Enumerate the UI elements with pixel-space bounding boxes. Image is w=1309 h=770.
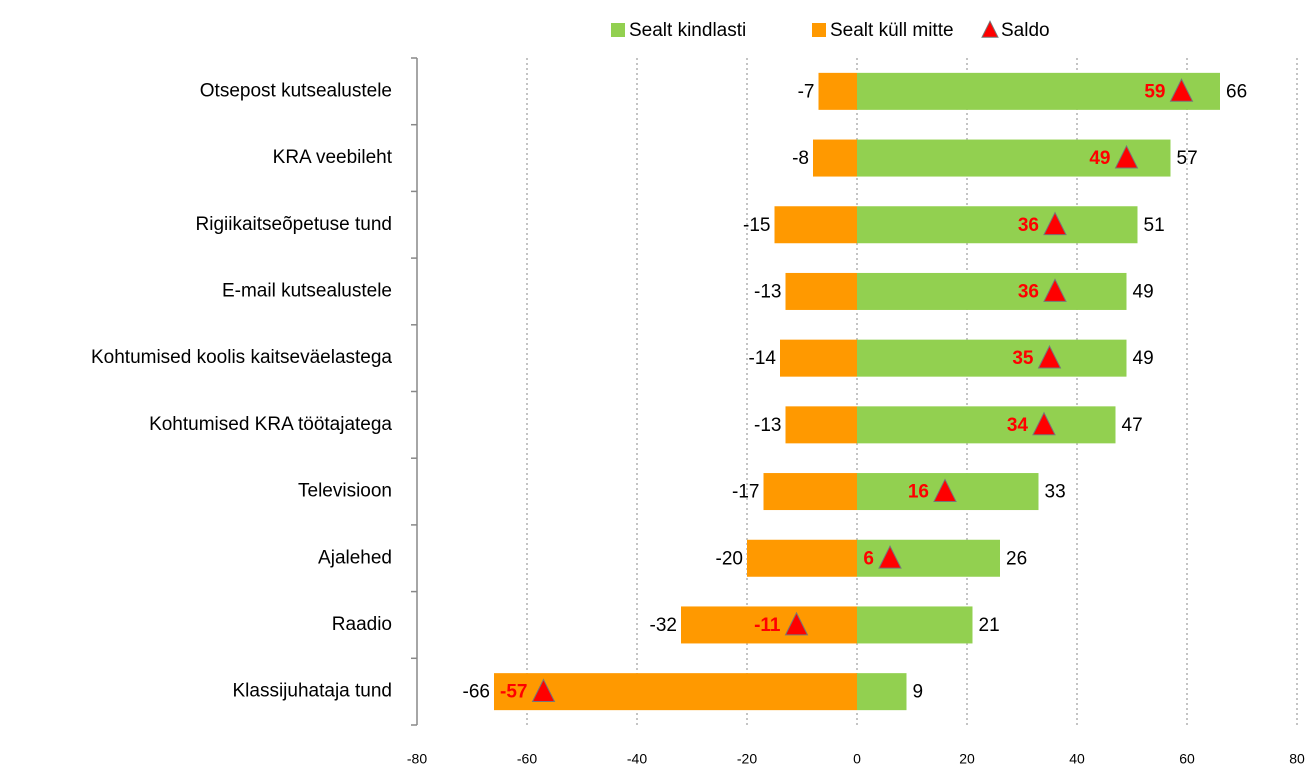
data-label: 49 bbox=[1133, 281, 1154, 302]
saldo-label: 34 bbox=[1007, 415, 1029, 436]
saldo-marker bbox=[1043, 211, 1067, 236]
category-label: Rigiikaitseõpetuse tund bbox=[196, 214, 392, 235]
saldo-label: -57 bbox=[500, 682, 527, 703]
data-label: -13 bbox=[754, 281, 781, 302]
bar bbox=[818, 72, 857, 110]
x-tick-label: 60 bbox=[1179, 751, 1195, 767]
saldo-label: -11 bbox=[754, 615, 781, 636]
saldo-marker bbox=[531, 678, 556, 703]
legend-label: Sealt küll mitte bbox=[830, 20, 954, 41]
category-label: E-mail kutsealustele bbox=[222, 280, 392, 301]
category-label: Kohtumised koolis kaitseväelastega bbox=[91, 347, 392, 368]
legend-swatch bbox=[812, 23, 826, 37]
data-label: -32 bbox=[650, 615, 677, 636]
saldo-marker bbox=[784, 611, 809, 636]
category-label: Ajalehed bbox=[318, 547, 392, 568]
saldo-marker bbox=[933, 478, 957, 502]
data-label: -20 bbox=[716, 548, 743, 569]
data-label: 57 bbox=[1177, 148, 1198, 169]
bar bbox=[857, 673, 907, 711]
saldo-marker bbox=[1169, 78, 1194, 102]
x-tick-label: -60 bbox=[517, 751, 537, 767]
legend-swatch bbox=[611, 23, 625, 37]
category-label: Otsepost kutsealustele bbox=[200, 80, 392, 101]
category-label: Klassijuhataja tund bbox=[233, 681, 393, 702]
saldo-label: 6 bbox=[863, 548, 874, 569]
bar bbox=[747, 539, 857, 577]
bar bbox=[780, 339, 857, 377]
x-tick-label: -40 bbox=[627, 751, 647, 767]
bar bbox=[857, 339, 1127, 377]
bar bbox=[763, 473, 857, 511]
data-label: -13 bbox=[754, 415, 781, 436]
bar bbox=[774, 206, 857, 244]
category-label: Televisioon bbox=[298, 481, 392, 502]
saldo-marker bbox=[1114, 144, 1139, 169]
x-tick-label: -20 bbox=[737, 751, 757, 767]
data-label: -15 bbox=[743, 215, 770, 236]
data-label: -8 bbox=[792, 148, 809, 169]
saldo-marker bbox=[1037, 344, 1062, 369]
x-tick-label: -80 bbox=[407, 751, 427, 767]
bar bbox=[857, 139, 1171, 177]
data-label: 9 bbox=[913, 682, 924, 703]
data-label: 66 bbox=[1226, 81, 1247, 102]
bar bbox=[857, 272, 1127, 310]
bar bbox=[494, 673, 857, 711]
x-tick-label: 20 bbox=[959, 751, 975, 767]
bar bbox=[857, 72, 1220, 110]
data-label: 47 bbox=[1122, 415, 1143, 436]
bar bbox=[813, 139, 857, 177]
bar bbox=[857, 406, 1116, 444]
saldo-label: 16 bbox=[908, 482, 929, 503]
data-label: -66 bbox=[463, 682, 490, 703]
bar bbox=[857, 606, 973, 644]
data-label: 21 bbox=[979, 615, 1000, 636]
data-label: 49 bbox=[1133, 348, 1154, 369]
data-label: -7 bbox=[798, 81, 815, 102]
saldo-label: 36 bbox=[1018, 281, 1039, 302]
data-label: 26 bbox=[1006, 548, 1027, 569]
category-label: Kohtumised KRA töötajatega bbox=[149, 414, 392, 435]
legend-marker bbox=[981, 20, 999, 38]
saldo-marker bbox=[1043, 278, 1067, 302]
legend-label: Saldo bbox=[1001, 20, 1050, 41]
saldo-label: 35 bbox=[1012, 348, 1034, 369]
saldo-marker bbox=[878, 545, 902, 569]
saldo-label: 36 bbox=[1018, 215, 1039, 236]
bar bbox=[785, 272, 857, 310]
category-label: KRA veebileht bbox=[273, 147, 393, 168]
bar bbox=[681, 606, 857, 644]
data-label: -17 bbox=[732, 482, 759, 503]
data-label: 51 bbox=[1144, 215, 1165, 236]
bar bbox=[857, 206, 1138, 244]
saldo-label: 49 bbox=[1089, 148, 1110, 169]
x-tick-label: 40 bbox=[1069, 751, 1085, 767]
legend-label: Sealt kindlasti bbox=[629, 20, 746, 41]
saldo-marker bbox=[1032, 411, 1056, 436]
bar bbox=[785, 406, 857, 444]
x-tick-label: 80 bbox=[1289, 751, 1305, 767]
data-label: -14 bbox=[749, 348, 777, 369]
x-tick-label: 0 bbox=[853, 751, 861, 767]
data-label: 33 bbox=[1045, 482, 1066, 503]
bar bbox=[857, 539, 1000, 577]
saldo-label: 59 bbox=[1144, 81, 1165, 102]
category-label: Raadio bbox=[332, 614, 392, 635]
